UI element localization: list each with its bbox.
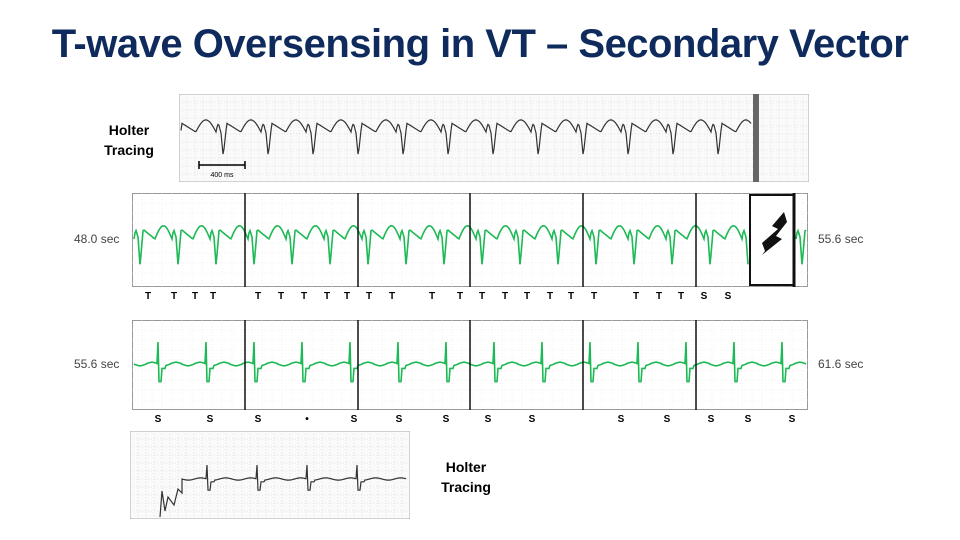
sense-marker: S (395, 414, 403, 425)
shock-box (749, 193, 796, 287)
sense-marker: T (655, 291, 663, 302)
strip2-second-dividers (244, 320, 697, 410)
sense-marker: T (478, 291, 486, 302)
sense-marker: T (567, 291, 575, 302)
sense-marker: T (546, 291, 554, 302)
sense-marker: T (590, 291, 598, 302)
sense-marker: T (323, 291, 331, 302)
sense-marker: T (523, 291, 531, 302)
sense-marker: S (484, 414, 492, 425)
sense-marker: S (350, 414, 358, 425)
strip2-start-time: 55.6 sec (74, 357, 120, 371)
holter-bottom-trace (159, 464, 407, 518)
sense-marker: S (154, 414, 162, 425)
holter-top-trace (180, 119, 752, 155)
sense-marker: S (744, 414, 752, 425)
sense-marker: T (277, 291, 285, 302)
sense-marker: S (528, 414, 536, 425)
holter-top-scale-label: 400 ms (211, 172, 234, 179)
strip2-end-time: 61.6 sec (818, 357, 864, 371)
holter-tracing-bottom (130, 431, 410, 519)
holter-top-artifact-band (753, 94, 759, 182)
sense-marker: S (707, 414, 715, 425)
strip1-trace (133, 224, 807, 265)
holter-top-scale-bar: 400 ms (198, 161, 246, 179)
holter-top-grid (179, 94, 809, 182)
sense-marker: S (788, 414, 796, 425)
sense-marker: T (254, 291, 262, 302)
strip2-grid (132, 320, 808, 410)
sense-marker: S (700, 291, 708, 302)
sense-marker: T (365, 291, 373, 302)
slide-title: T-wave Oversensing in VT – Secondary Vec… (51, 22, 909, 66)
strip1-end-time: 55.6 sec (818, 232, 864, 246)
sense-marker: T (343, 291, 351, 302)
lightning-bolt-icon (762, 212, 787, 255)
strip1-second-dividers (244, 193, 697, 287)
sense-marker: S (442, 414, 450, 425)
sense-marker: • (305, 414, 309, 425)
sense-marker: T (191, 291, 199, 302)
ecg-strip-1 (132, 193, 808, 287)
sense-marker: T (388, 291, 396, 302)
sense-marker: T (456, 291, 464, 302)
sense-marker: T (170, 291, 178, 302)
holter-label-bottom: Holter Tracing (441, 459, 491, 495)
ecg-strip-2 (132, 320, 808, 410)
sense-marker: T (632, 291, 640, 302)
holter-label-top: Holter Tracing (104, 122, 154, 158)
sense-marker: S (254, 414, 262, 425)
sense-marker: T (144, 291, 152, 302)
strip1-start-time: 48.0 sec (74, 232, 120, 246)
sense-marker: T (677, 291, 685, 302)
sense-marker: S (724, 291, 732, 302)
sense-marker: S (617, 414, 625, 425)
sense-marker: S (663, 414, 671, 425)
sense-marker: T (300, 291, 308, 302)
sense-marker: T (501, 291, 509, 302)
sense-marker: T (209, 291, 217, 302)
holter-tracing-top: 400 ms (179, 94, 809, 182)
sense-marker: S (206, 414, 214, 425)
sense-marker: T (428, 291, 436, 302)
